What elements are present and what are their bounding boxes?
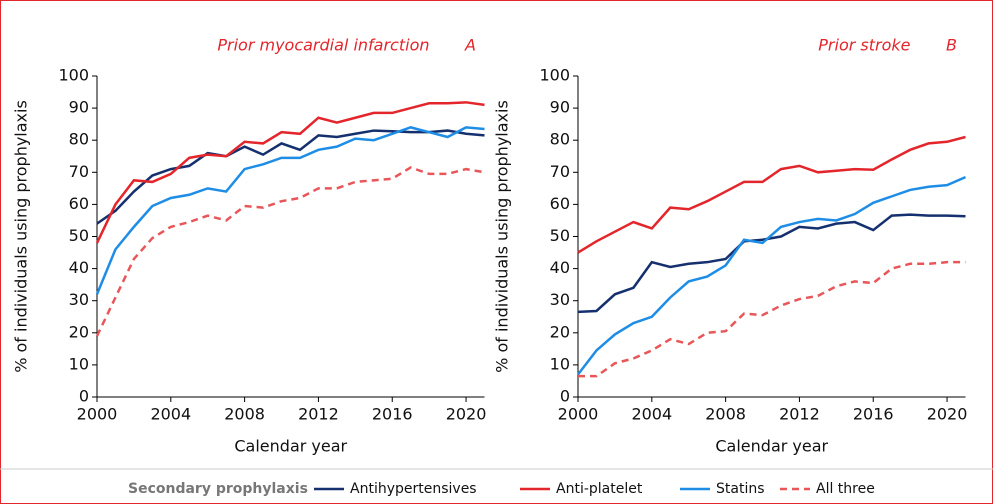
chart-title: Prior stroke <box>818 36 910 55</box>
y-tick-label: 40 <box>550 258 570 277</box>
legend-label: Anti-platelet <box>556 481 643 497</box>
y-tick-label: 80 <box>550 130 570 149</box>
x-tick-label: 2008 <box>705 405 746 424</box>
legend-title: Secondary prophylaxis <box>128 481 308 497</box>
y-tick-label: 50 <box>69 226 89 245</box>
series-line <box>578 260 966 378</box>
y-tick-label: 90 <box>550 98 570 117</box>
y-tick-label: 50 <box>550 226 570 245</box>
y-tick-label: 100 <box>58 66 89 85</box>
x-tick-label: 2004 <box>631 405 672 424</box>
x-tick-label: 2012 <box>779 405 820 424</box>
series-line <box>95 166 485 337</box>
y-tick-label: 100 <box>539 66 570 85</box>
y-tick-label: 60 <box>550 194 570 213</box>
y-tick-label: 80 <box>69 130 89 149</box>
y-tick-label: 0 <box>560 387 570 406</box>
y-tick-label: 70 <box>69 162 89 181</box>
y-tick-label: 90 <box>69 98 89 117</box>
y-tick-label: 10 <box>69 354 89 373</box>
x-tick-label: 2008 <box>224 405 265 424</box>
x-tick-label: 2012 <box>298 405 339 424</box>
y-axis-label: % of individuals using prophylaxis <box>12 100 31 373</box>
series-line <box>96 129 485 225</box>
panel-label: A <box>464 36 476 55</box>
x-tick-label: 2000 <box>558 405 599 424</box>
series-line <box>577 135 966 254</box>
series-line <box>95 126 485 295</box>
y-tick-label: 10 <box>550 354 570 373</box>
legend-label: Statins <box>716 481 765 497</box>
y-tick-label: 40 <box>69 258 89 277</box>
y-tick-label: 30 <box>69 290 89 309</box>
x-tick-label: 2000 <box>77 405 118 424</box>
y-tick-label: 30 <box>550 290 570 309</box>
x-tick-label: 2016 <box>372 405 413 424</box>
x-axis-label: Calendar year <box>234 437 347 456</box>
x-tick-label: 2020 <box>446 405 487 424</box>
panel-label: B <box>946 36 957 55</box>
y-tick-label: 60 <box>69 194 89 213</box>
chart-title: Prior myocardial infarction <box>217 36 429 55</box>
series-line <box>577 175 966 376</box>
y-tick-label: 0 <box>79 387 89 406</box>
series-line <box>95 101 485 244</box>
y-tick-label: 20 <box>69 322 89 341</box>
y-axis-label: % of individuals using prophylaxis <box>493 100 512 373</box>
x-tick-label: 2004 <box>150 405 191 424</box>
x-tick-label: 2016 <box>853 405 894 424</box>
x-axis-label: Calendar year <box>715 437 828 456</box>
series-line <box>577 213 966 314</box>
legend-label: Antihypertensives <box>350 481 477 497</box>
legend-label: All three <box>816 481 875 497</box>
y-tick-label: 70 <box>550 162 570 181</box>
y-tick-label: 20 <box>550 322 570 341</box>
x-tick-label: 2020 <box>927 405 968 424</box>
